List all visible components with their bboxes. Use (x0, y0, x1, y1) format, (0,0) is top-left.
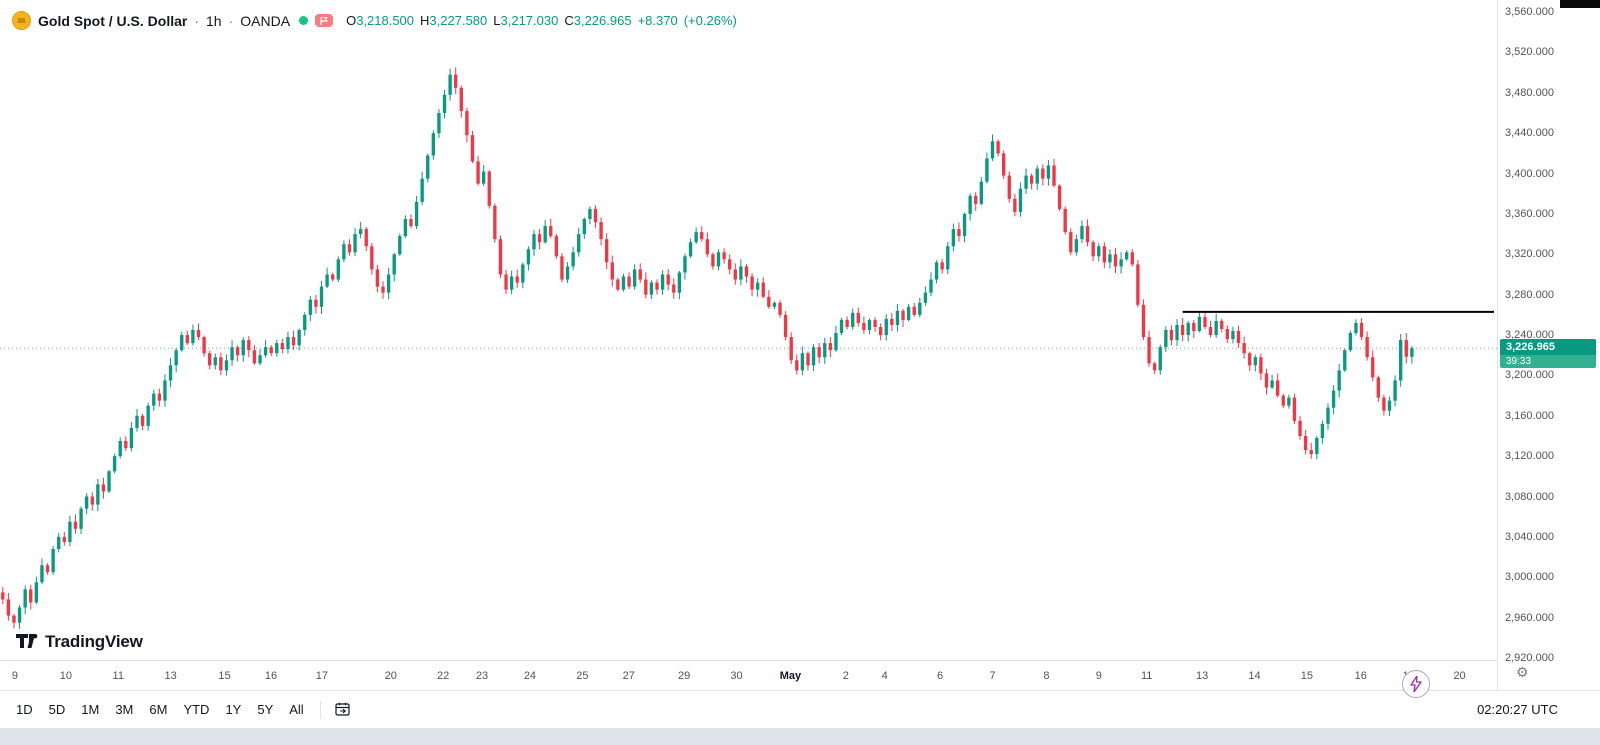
current-price-tag: 3,226.965 39:33 (1500, 339, 1596, 369)
lightning-icon (1410, 676, 1422, 692)
time-axis-label: 17 (315, 670, 328, 682)
bottom-gray-strip (0, 728, 1600, 745)
price-axis-label: 3,040.000 (1505, 530, 1554, 543)
time-axis-label: 9 (1095, 670, 1102, 682)
high-value: 3,227.580 (429, 13, 488, 28)
time-axis-label: 22 (436, 670, 450, 682)
exchange-label[interactable]: OANDA (240, 12, 291, 29)
flag-icon[interactable] (315, 14, 334, 27)
close-key: C (564, 13, 574, 28)
range-all-button[interactable]: All (281, 698, 311, 721)
price-axis-label: 3,520.000 (1505, 46, 1554, 59)
candle-countdown: 39:33 (1500, 355, 1596, 369)
bottom-toolbar: 1D 5D 1M 3M 6M YTD 1Y 5Y All 02:20:27 UT… (0, 690, 1600, 728)
price-axis-label: 3,360.000 (1505, 207, 1554, 220)
price-axis-label: 3,320.000 (1505, 248, 1554, 261)
range-1d-button[interactable]: 1D (8, 698, 41, 721)
change-value: +8.370 (637, 13, 678, 28)
price-axis-label: 3,000.000 (1505, 571, 1554, 584)
time-axis-label: 27 (622, 670, 635, 682)
separator-dot: · (228, 12, 234, 29)
price-axis-label: 2,920.000 (1505, 651, 1554, 664)
gold-coin-icon (12, 11, 31, 30)
tradingview-logo-icon (16, 633, 38, 648)
time-axis-label: 10 (59, 670, 72, 682)
time-axis-label: 15 (218, 670, 231, 682)
time-axis-label: 15 (1300, 670, 1313, 682)
time-axis-label: 16 (1354, 670, 1367, 682)
time-axis-label: 8 (1043, 670, 1050, 682)
change-percent: (+0.26%) (683, 13, 737, 28)
close-value: 3,226.965 (573, 13, 632, 28)
time-axis-label: 13 (1195, 670, 1209, 682)
price-axis-label: 3,120.000 (1505, 450, 1554, 463)
toolbar-divider (319, 700, 321, 719)
time-axis-label: 14 (1248, 670, 1261, 682)
range-ytd-button[interactable]: YTD (175, 698, 217, 721)
time-axis-label: 20 (384, 670, 397, 682)
range-3m-button[interactable]: 3M (107, 698, 141, 721)
time-axis-label: 20 (1453, 670, 1466, 682)
gear-icon[interactable]: ⚙ (1516, 664, 1529, 680)
candlestick-chart[interactable] (0, 0, 1497, 660)
price-axis-label: 3,080.000 (1505, 490, 1554, 503)
open-value: 3,218.500 (356, 13, 415, 28)
time-axis-label: 23 (475, 670, 489, 682)
price-axis[interactable]: 3,226.965 39:33 3,560.000 3,520.000 3,480.… (1497, 0, 1600, 690)
price-axis-label: 3,400.000 (1505, 167, 1554, 180)
symbol-title[interactable]: Gold Spot / U.S. Dollar (38, 12, 188, 29)
high-key: H (420, 13, 430, 28)
price-axis-label: 3,280.000 (1505, 288, 1554, 301)
price-axis-label: 3,240.000 (1505, 329, 1554, 342)
lightning-button[interactable] (1402, 670, 1430, 698)
interval-label[interactable]: 1h (206, 12, 222, 29)
price-axis-label: 3,200.000 (1505, 369, 1554, 382)
price-axis-label: 3,160.000 (1505, 409, 1554, 422)
time-axis-label: 9 (11, 670, 19, 682)
open-key: O (346, 13, 357, 28)
price-axis-label: 3,440.000 (1505, 127, 1554, 140)
time-axis-label: 29 (678, 670, 691, 682)
low-key: L (493, 13, 501, 28)
top-right-black-bar (1560, 0, 1600, 8)
range-1y-button[interactable]: 1Y (217, 698, 249, 721)
time-axis-label: 11 (112, 670, 124, 682)
time-axis-label: May (779, 670, 802, 682)
time-axis-label: 13 (164, 670, 177, 682)
price-axis-label: 3,560.000 (1505, 6, 1554, 19)
time-axis-label: 11 (1140, 670, 1153, 682)
time-axis-label: 6 (937, 670, 944, 682)
price-axis-label: 3,480.000 (1505, 86, 1554, 99)
tradingview-logo[interactable]: TradingView (16, 632, 143, 652)
calendar-icon (335, 702, 350, 716)
range-5y-button[interactable]: 5Y (249, 698, 281, 721)
range-5d-button[interactable]: 5D (41, 698, 74, 721)
time-axis-label: 30 (730, 670, 743, 682)
separator-dot: · (194, 12, 200, 29)
low-value: 3,217.030 (500, 13, 559, 28)
current-price-label: 3,226.965 (1500, 339, 1596, 356)
range-1m-button[interactable]: 1M (73, 698, 107, 721)
symbol-legend: Gold Spot / U.S. Dollar · 1h · OANDA O3,… (12, 11, 737, 30)
time-axis-label: 2 (842, 670, 849, 682)
tradingview-logo-text: TradingView (45, 632, 143, 651)
time-axis-label: 16 (264, 670, 278, 682)
time-axis-label: 25 (576, 670, 589, 682)
time-axis-label: 7 (989, 670, 996, 682)
time-axis-label: 24 (523, 670, 537, 682)
time-axis-label: 4 (881, 670, 888, 682)
go-to-date-button[interactable] (329, 699, 357, 720)
range-6m-button[interactable]: 6M (141, 698, 175, 721)
chart-pane (0, 0, 1497, 660)
price-axis-label: 2,960.000 (1505, 611, 1554, 624)
timezone-clock[interactable]: 02:20:27 UTC (1477, 702, 1558, 717)
time-axis[interactable]: 9 10 11 13 15 16 17 20 22 23 24 25 27 29 30 May 2 4 6 7 8 9 11… (0, 660, 1497, 690)
market-open-dot-icon (299, 16, 309, 25)
ohlc-readout: O3,218.500 H3,227.580 L3,217.030 C3,226.… (346, 13, 737, 28)
